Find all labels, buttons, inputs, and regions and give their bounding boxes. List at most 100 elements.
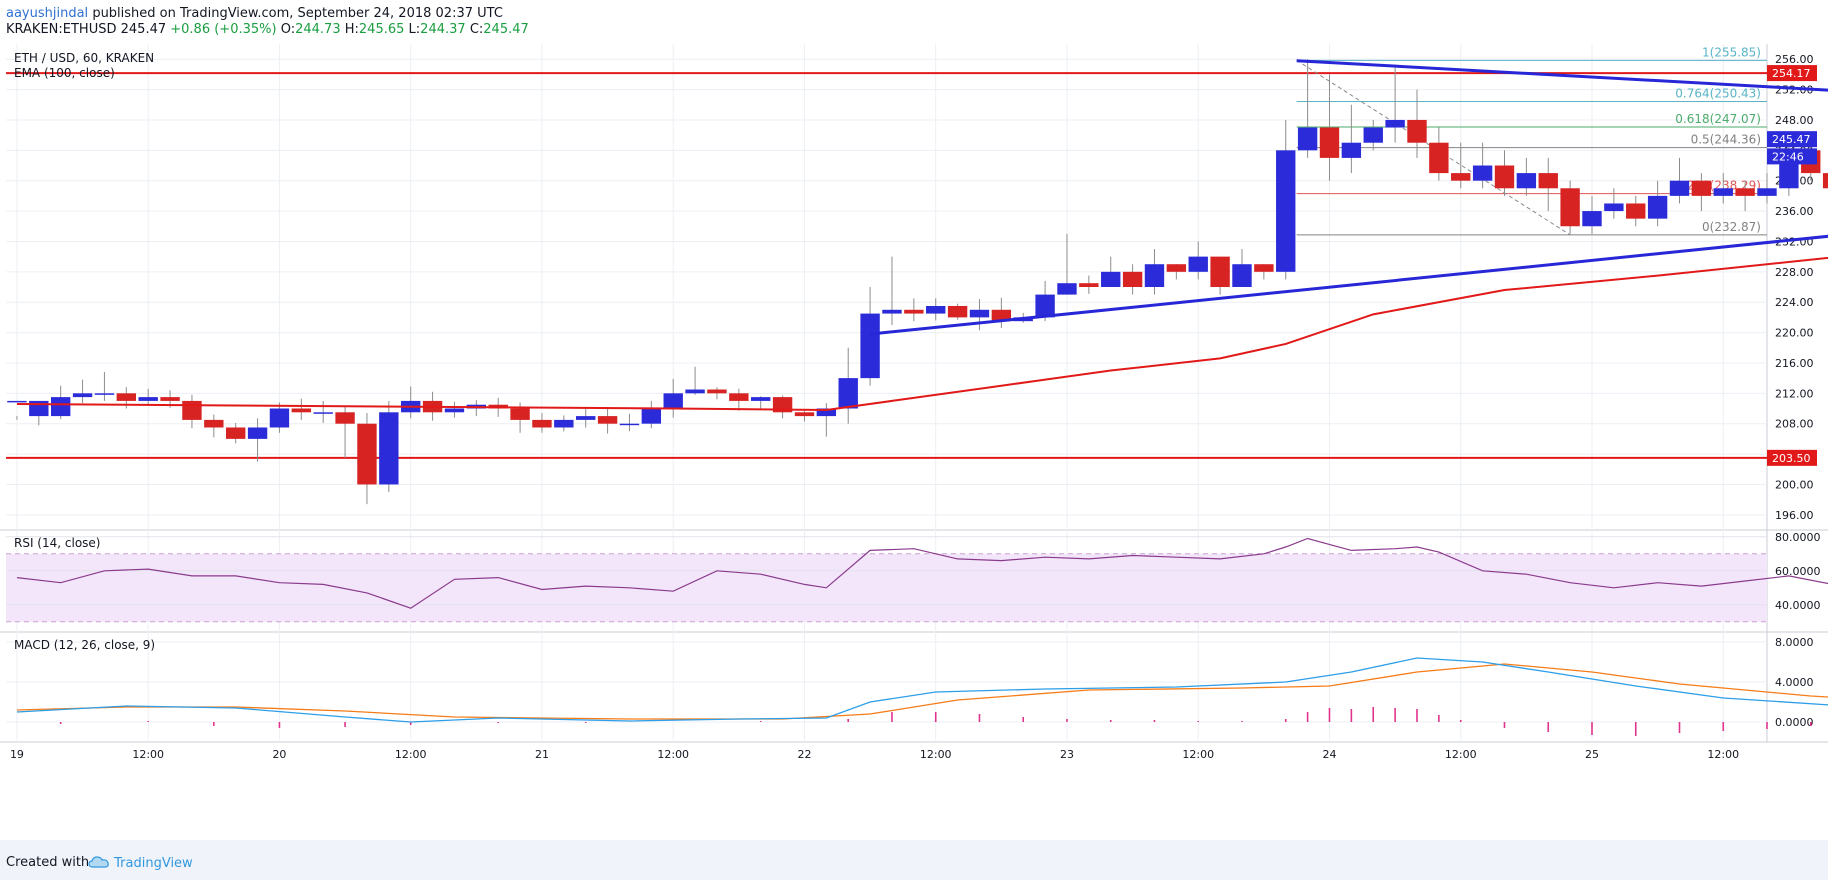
candle-body [991,309,1012,322]
rsi-tick-label: 80.0000 [1775,531,1821,544]
candle-body [226,427,246,439]
level-badge [1767,65,1817,82]
candle-body [969,309,990,318]
price-tick-label: 196.00 [1775,509,1814,522]
candle-body [72,393,93,398]
level-badge [1767,449,1817,466]
candle-body [1144,264,1165,287]
macd-signal-line [16,663,1828,720]
time-axis: 19 12:00 20 12:00 21 12:00 22 12:00 23 12:00 24 12:… [10,748,1739,761]
candle-body [816,408,837,417]
candle-body [510,408,530,420]
fib-level-label: 0.5(244.36) [1691,133,1761,147]
rsi-tick-label: 40.0000 [1775,599,1821,612]
candle-body [1691,180,1712,196]
level-badge-label: 203.50 [1772,452,1811,465]
high-label: H: [344,22,359,37]
candle-body [335,412,355,424]
candle-body [1035,294,1055,318]
chart-canvas[interactable]: 19 12:00 20 12:00 21 12:00 22 12:00 23 12:00 24 12:… [0,44,1828,840]
candle-body [291,408,312,413]
candle-body [1057,283,1077,295]
candle-body [751,397,771,401]
close-label: C: [469,22,484,37]
candle-body [1626,203,1646,219]
fib-level-label: 0.618(247.07) [1675,112,1761,126]
time-tick-label: 21 [535,748,549,761]
candle-body [1647,195,1668,219]
time-tick-label: 12:00 [1707,748,1739,761]
candle-body [204,419,224,428]
candle-body [1232,264,1252,287]
candle-body [247,427,268,439]
candle-body [729,393,749,401]
ema-indicator-label: EMA (100, close) [14,66,115,80]
current-price-badge [1767,131,1817,148]
time-tick-label: 12:00 [920,748,952,761]
candle-body [1582,211,1602,227]
price-tick-label: 224.00 [1775,296,1814,309]
low-label: L: [408,22,421,37]
price-tick-label: 248.00 [1775,114,1814,127]
macd-tick-label: 0.0000 [1775,716,1814,729]
candle-body [663,393,683,409]
chart-background [0,44,1828,840]
candle-body [1319,127,1340,158]
candle-body [947,305,968,318]
candle-body [1297,127,1318,151]
macd-line [16,657,1828,723]
level-badge-label: 254.17 [1772,67,1811,80]
candle-body [1472,165,1493,181]
price-tick-label: 216.00 [1775,357,1814,370]
created-with-text: Created with [6,855,90,870]
tradingview-logo[interactable]: TradingView [88,855,193,871]
candle-body [1188,256,1208,272]
candle-body [794,412,815,417]
published-text: published on TradingView.com, September … [92,6,503,21]
candle-body [1407,119,1427,143]
macd-tick-label: 4.0000 [1775,676,1814,689]
macd-title: MACD (12, 26, close, 9) [14,638,155,652]
rsi-line [16,537,1828,609]
low-value: 244.37 [420,22,466,37]
price-change: +0.86 (+0.35%) [170,22,277,37]
candle-body [269,408,290,428]
time-tick-label: 12:00 [395,748,427,761]
candle-body [926,305,946,314]
time-tick-label: 12:00 [132,748,164,761]
candle-body [1429,142,1449,174]
time-tick-label: 19 [10,748,24,761]
price-tick-label: 236.00 [1775,205,1814,218]
footer: Created with TradingView [0,846,1828,880]
candle-body [1276,150,1296,272]
fib-level-label: 1(255.85) [1702,45,1761,59]
time-tick-label: 12:00 [1182,748,1214,761]
candle-body [1166,264,1187,272]
symbol-label: KRAKEN:ETHUSD [6,22,117,37]
candle-body [619,423,640,426]
candle-body [94,393,115,395]
fib-level-label: 0(232.87) [1702,220,1761,234]
candle-body [1822,173,1828,189]
candle-body [1538,173,1558,189]
candle-body [1122,271,1143,287]
candle-body [860,313,880,379]
current-price-label: 245.47 [1772,133,1811,146]
price-tick-label: 228.00 [1775,266,1814,279]
candle-body [7,400,27,403]
candle-body [1757,188,1777,196]
rsi-tick-label: 60.0000 [1775,565,1821,578]
price-tick-label: 200.00 [1775,478,1814,491]
candle-body [1516,173,1537,189]
current-price-label: 22:46 [1772,150,1804,163]
candle-body [1494,165,1515,189]
time-tick-label: 20 [272,748,286,761]
close-value: 245.47 [483,22,529,37]
chart-title: ETH / USD, 60, KRAKEN [14,51,154,65]
candle-body [685,389,705,394]
candle-body [554,419,574,428]
candle-body [51,397,71,417]
author-link[interactable]: aayushjindal [6,6,89,21]
candle-body [1735,188,1755,196]
rsi-title: RSI (14, close) [14,536,100,550]
